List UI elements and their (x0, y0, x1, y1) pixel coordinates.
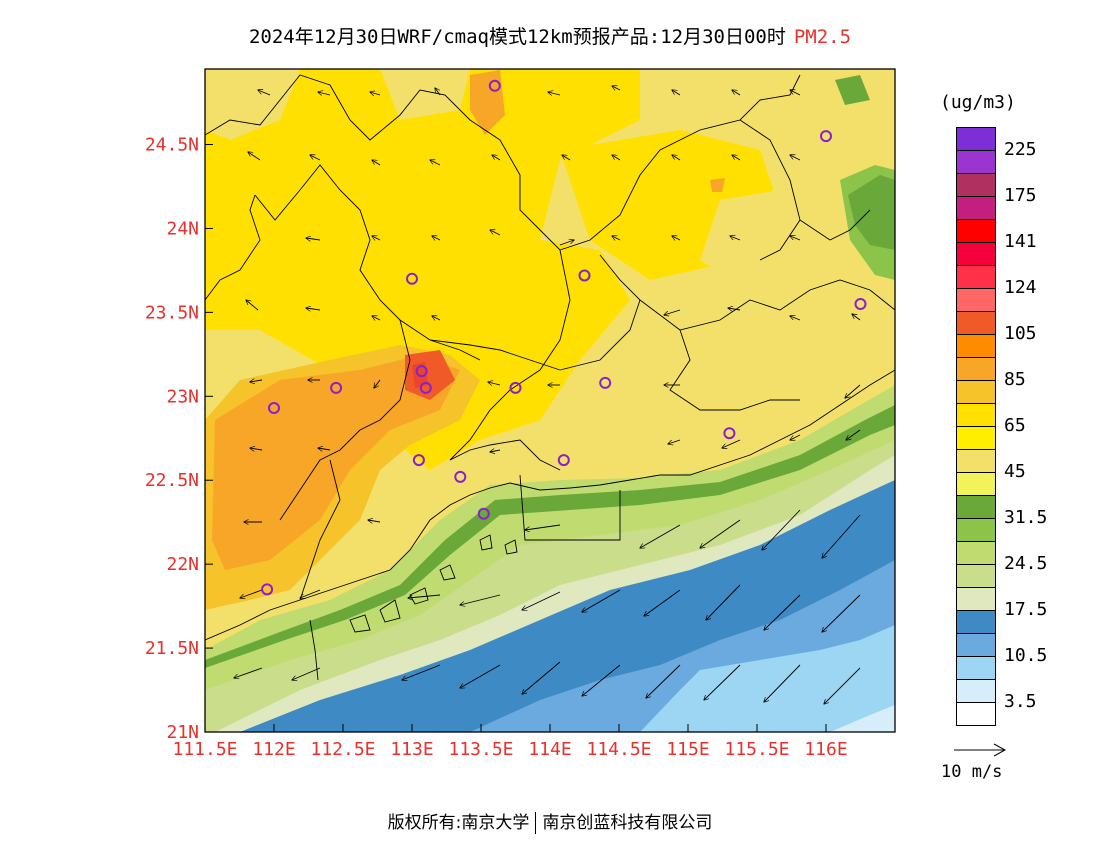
legend-swatch (956, 518, 996, 541)
legend-swatch (956, 334, 996, 357)
legend-swatch (956, 173, 996, 196)
monitoring-stations (261, 79, 867, 596)
legend-label: 24.5 (1004, 553, 1048, 574)
legend-label: 85 (1004, 369, 1026, 390)
lon-tick-label: 115E (666, 739, 709, 760)
legend-swatch (956, 702, 996, 726)
map-title: 2024年12月30日WRF/cmaq模式12km预报产品:12月30日00时 P… (0, 22, 1100, 49)
lon-tick-label: 112E (252, 739, 295, 760)
lat-tick-label: 22N (166, 554, 199, 575)
reference-vector-icon (954, 743, 1007, 757)
lat-tick-label: 24N (166, 218, 199, 239)
footer: 版权所有:南京大学 南京创蓝科技有限公司 (0, 808, 1100, 834)
station-marker (820, 130, 832, 143)
title-main: 2024年12月30日WRF/cmaq模式12km预报产品:12月30日00时 (248, 26, 786, 48)
copyright-text: 版权所有:南京大学 (387, 813, 530, 833)
station-marker (261, 583, 274, 596)
company-text: 南京创蓝科技有限公司 (542, 813, 713, 833)
footer-divider (535, 812, 537, 834)
legend-label: 141 (1004, 231, 1037, 252)
lat-tick-label: 24.5N (145, 135, 199, 156)
legend-label: 31.5 (1004, 507, 1048, 528)
legend-swatch (956, 587, 996, 610)
lat-tick-label: 23.5N (145, 302, 199, 323)
legend-swatch (956, 196, 996, 219)
legend-label: 45 (1004, 461, 1026, 482)
legend-unit: (ug/m3) (940, 92, 1016, 113)
legend-label: 105 (1004, 323, 1037, 344)
legend-label: 3.5 (1004, 691, 1037, 712)
legend-swatch (956, 265, 996, 288)
station-marker (723, 427, 736, 440)
lon-tick-label: 116E (804, 739, 847, 760)
legend-swatch (956, 679, 996, 702)
lon-tick-label: 112.5E (310, 739, 375, 760)
legend-swatch (956, 633, 996, 656)
legend-swatch (956, 426, 996, 449)
legend-swatch (956, 242, 996, 265)
station-marker (406, 272, 418, 285)
lat-tick-label: 21N (166, 722, 199, 743)
lon-tick-label: 113E (390, 739, 433, 760)
axis-ticks: 111.5E 112E 112.5E 113E 113.5E 114E 114.5E 115E… (145, 135, 848, 760)
station-marker (415, 365, 428, 378)
station-marker (477, 507, 490, 520)
legend-label: 10.5 (1004, 645, 1048, 666)
legend-swatch (956, 449, 996, 472)
lat-tick-label: 21.5N (145, 638, 199, 659)
legend-label: 124 (1004, 277, 1037, 298)
legend-swatch (956, 564, 996, 587)
station-marker (599, 376, 612, 389)
legend-label: 225 (1004, 139, 1037, 160)
concentration-field (205, 69, 895, 732)
station-marker (557, 454, 570, 467)
legend-swatch (956, 541, 996, 564)
legend-label: 65 (1004, 415, 1026, 436)
legend-swatch (956, 288, 996, 311)
coastline (205, 369, 895, 681)
legend-swatch (956, 311, 996, 334)
legend-swatch (956, 610, 996, 633)
station-marker (854, 297, 867, 310)
legend-swatch (956, 495, 996, 518)
lon-tick-label: 113.5E (448, 739, 513, 760)
station-marker (330, 381, 343, 394)
station-marker (509, 381, 522, 394)
legend-swatch (956, 127, 996, 150)
station-marker (419, 381, 432, 394)
legend-swatch (956, 472, 996, 495)
station-marker (454, 470, 467, 483)
legend-swatch (956, 380, 996, 403)
wind-vectors (234, 86, 861, 704)
admin-boundaries (205, 74, 895, 601)
legend-swatch (956, 656, 996, 679)
lon-tick-label: 111.5E (172, 739, 237, 760)
station-marker (268, 402, 280, 415)
legend-swatch (956, 219, 996, 242)
legend-label: 175 (1004, 185, 1037, 206)
reference-vector-label: 10 m/s (941, 762, 1003, 782)
lon-tick-label: 115.5E (724, 739, 789, 760)
legend-label: 17.5 (1004, 599, 1048, 620)
legend-swatch (956, 357, 996, 380)
legend-swatch (956, 403, 996, 426)
station-marker (412, 454, 425, 467)
lon-tick-label: 114.5E (586, 739, 651, 760)
station-marker (488, 79, 501, 92)
lat-tick-label: 23N (166, 386, 199, 407)
station-marker (578, 269, 591, 282)
lat-tick-label: 22.5N (145, 470, 199, 491)
legend-swatch (956, 150, 996, 173)
lon-tick-label: 114E (528, 739, 571, 760)
title-variable: PM2.5 (793, 26, 852, 48)
